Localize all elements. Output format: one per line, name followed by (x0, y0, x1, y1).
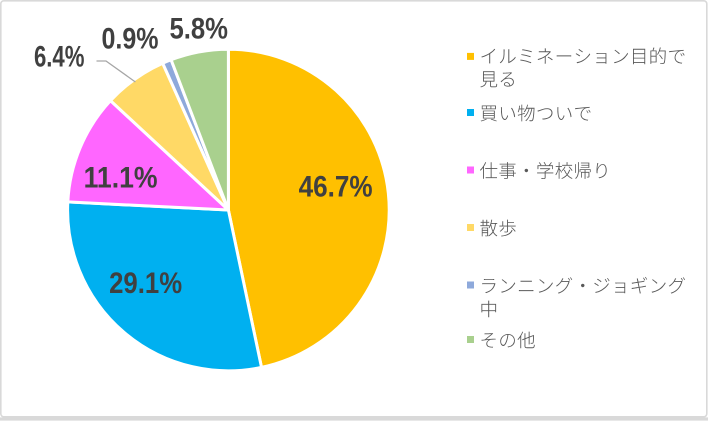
svg-text:11.1%: 11.1% (84, 162, 158, 195)
svg-text:0.9%: 0.9% (102, 23, 159, 56)
svg-text:46.7%: 46.7% (299, 171, 373, 204)
svg-text:5.8%: 5.8% (169, 12, 228, 45)
svg-text:29.1%: 29.1% (109, 267, 182, 300)
svg-text:6.4%: 6.4% (34, 40, 85, 73)
